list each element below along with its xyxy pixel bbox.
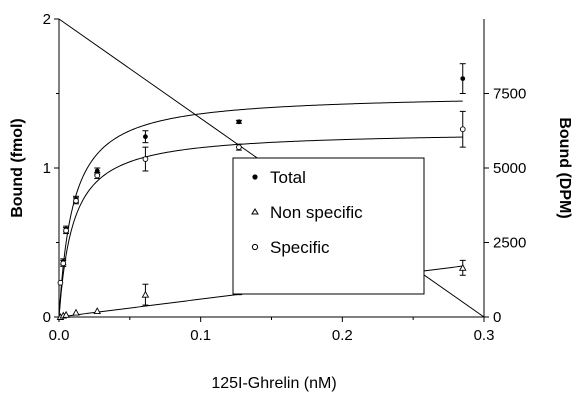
data-points bbox=[56, 76, 467, 320]
specific-point bbox=[60, 260, 67, 267]
total-fit-curve bbox=[58, 100, 463, 318]
specific-point bbox=[236, 144, 242, 150]
x-tick-label: 0.1 bbox=[190, 327, 211, 344]
x-tick-label: 0.3 bbox=[474, 327, 495, 344]
legend-label-non-specific: Non specific bbox=[270, 203, 363, 222]
y2-tick-label: 7500 bbox=[493, 86, 526, 103]
y-tick-label: 1 bbox=[43, 160, 51, 177]
y2-axis-label: Bound (DPM) bbox=[556, 117, 573, 218]
legend-box bbox=[232, 157, 425, 295]
specific-point bbox=[73, 197, 79, 204]
axis-labels: 125I-Ghrelin (nM) Bound (fmol) Bound (DP… bbox=[9, 117, 573, 392]
legend: Total Non specific Specific bbox=[232, 157, 425, 295]
specific-point bbox=[459, 126, 466, 133]
legend-marker-specific bbox=[251, 243, 259, 251]
specific-point bbox=[57, 279, 64, 286]
total-point bbox=[143, 134, 148, 140]
x-tick-label: 0.2 bbox=[332, 327, 353, 344]
specific-point bbox=[142, 156, 149, 162]
x-axis-label: 125I-Ghrelin (nM) bbox=[211, 375, 336, 392]
y2-tick-label: 2500 bbox=[493, 235, 526, 252]
non-specific-point bbox=[93, 307, 102, 314]
y-axis-label: Bound (fmol) bbox=[9, 118, 26, 218]
legend-label-total: Total bbox=[270, 168, 306, 187]
specific-point bbox=[94, 172, 101, 179]
x-tick-label: 0.0 bbox=[49, 327, 70, 344]
specific-point bbox=[63, 227, 69, 234]
total-point bbox=[460, 76, 466, 81]
total-point bbox=[236, 119, 242, 125]
y2-tick-label: 0 bbox=[493, 309, 501, 326]
non-specific-point bbox=[62, 310, 70, 318]
specific-fit-curve bbox=[58, 136, 463, 318]
legend-marker-total bbox=[252, 174, 258, 180]
non-specific-point bbox=[72, 308, 80, 316]
legend-marker-non-specific bbox=[251, 208, 259, 215]
y-tick-label: 2 bbox=[43, 11, 51, 28]
non-specific-point bbox=[458, 263, 467, 271]
y-tick-label: 0 bbox=[43, 309, 51, 326]
non-specific-point bbox=[141, 290, 150, 298]
y2-tick-label: 5000 bbox=[493, 160, 526, 177]
legend-label-specific: Specific bbox=[270, 238, 330, 257]
total-point bbox=[94, 168, 100, 174]
